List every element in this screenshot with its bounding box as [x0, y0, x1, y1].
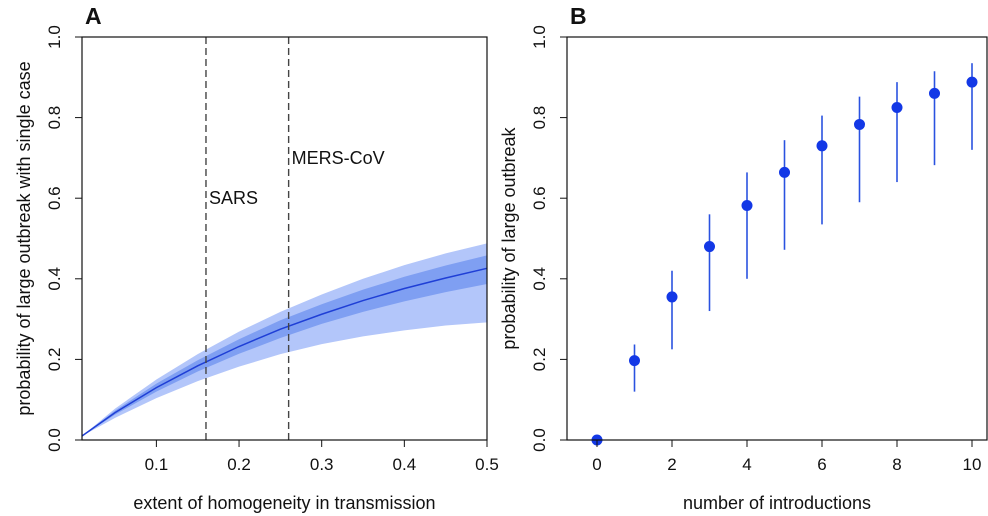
data-point: [816, 140, 828, 152]
data-point: [854, 118, 865, 130]
y-tick-label: 0.2: [530, 348, 549, 372]
y-tick-label: 0.6: [45, 186, 64, 210]
y-tick-label: 1.0: [530, 25, 549, 49]
inner-confidence-band: [82, 255, 487, 436]
y-tick-label: 0.8: [45, 106, 64, 130]
x-tick-label: 0.1: [145, 455, 169, 474]
x-tick-label: 10: [963, 455, 982, 474]
reference-label-mers-cov: MERS-CoV: [292, 148, 385, 168]
panel-label: B: [570, 3, 587, 29]
x-tick-label: 2: [667, 455, 676, 474]
plot-frame: [81, 36, 488, 441]
y-tick-label: 0.4: [45, 267, 64, 291]
y-axis-label: probability of large outbreak: [499, 126, 519, 349]
reference-label-sars: SARS: [209, 188, 258, 208]
panel-b: 0 2 4 6 8 10 0.0 0.2 0.4 0.6 0.8 1.0 number of intro…: [499, 3, 988, 513]
data-point: [779, 166, 790, 178]
y-tick-label: 0.4: [530, 267, 549, 291]
x-tick-label: 0.3: [310, 455, 334, 474]
median-line: [81, 267, 488, 437]
y-tick-label: 0.8: [530, 106, 549, 130]
x-tick-label: 0.5: [475, 455, 499, 474]
x-axis-label: number of introductions: [683, 493, 871, 513]
data-point: [704, 241, 715, 253]
y-tick-label: 0.6: [530, 186, 549, 210]
data-point: [666, 291, 678, 303]
data-point: [929, 87, 940, 99]
x-tick-label: 0.4: [393, 455, 417, 474]
plot-frame: [566, 36, 988, 441]
x-axis-label: extent of homogeneity in transmission: [133, 493, 435, 513]
y-tick-label: 0.0: [45, 428, 64, 452]
data-point: [966, 76, 978, 88]
y-tick-label: 1.0: [45, 25, 64, 49]
y-axis-label: probability of large outbreak with singl…: [14, 61, 34, 415]
y-tick-label: 0.0: [530, 428, 549, 452]
data-point: [891, 102, 903, 114]
x-tick-label: 6: [817, 455, 826, 474]
x-tick-label: 4: [742, 455, 751, 474]
panel-a: SARS MERS-CoV 0.1 0.2 0.3 0.4 0.5 0.0 0.2 0.4 0.6 0…: [14, 3, 499, 513]
x-tick-label: 0: [592, 455, 601, 474]
panel-label: A: [85, 3, 102, 29]
data-point: [741, 199, 753, 211]
x-tick-label: 0.2: [227, 455, 251, 474]
y-tick-label: 0.2: [45, 348, 64, 372]
data-point: [629, 355, 640, 367]
x-tick-label: 8: [892, 455, 901, 474]
